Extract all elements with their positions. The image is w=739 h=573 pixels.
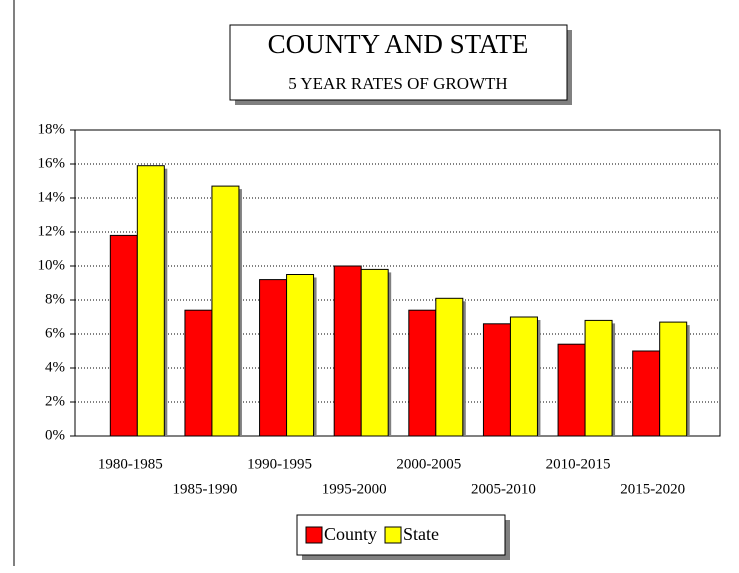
legend-swatch xyxy=(305,526,323,544)
bar xyxy=(286,274,315,437)
x-tick-label: 2010-2015 xyxy=(546,456,611,472)
bar xyxy=(584,319,613,437)
bar xyxy=(435,297,464,437)
x-tick-label: 2015-2020 xyxy=(620,481,685,497)
x-tick-label: 2005-2010 xyxy=(471,481,536,497)
bar xyxy=(509,316,538,437)
y-tick-label: 14% xyxy=(38,189,66,205)
y-tick-label: 12% xyxy=(38,223,66,239)
y-tick-label: 18% xyxy=(38,121,66,137)
bar xyxy=(211,185,240,437)
x-tick-label: 1980-1985 xyxy=(98,456,163,472)
y-tick-label: 2% xyxy=(45,393,65,409)
x-tick-label: 1985-1990 xyxy=(172,481,237,497)
title-box xyxy=(229,24,568,101)
x-tick-label: 2000-2005 xyxy=(396,456,461,472)
plot-area xyxy=(74,129,721,437)
bar xyxy=(136,165,165,437)
bar xyxy=(659,321,688,437)
x-tick-label: 1990-1995 xyxy=(247,456,312,472)
chart-title: COUNTY AND STATE xyxy=(268,29,529,59)
x-tick-label: 1995-2000 xyxy=(322,481,387,497)
y-tick-label: 6% xyxy=(45,325,65,341)
legend-label: State xyxy=(403,524,439,544)
bar xyxy=(333,265,362,437)
y-tick-label: 16% xyxy=(38,155,66,171)
y-tick-label: 0% xyxy=(45,427,65,443)
y-tick-label: 4% xyxy=(45,359,65,375)
y-tick-label: 10% xyxy=(38,257,66,273)
bar xyxy=(259,279,288,437)
bar xyxy=(360,268,389,437)
chart-subtitle: 5 YEAR RATES OF GROWTH xyxy=(288,74,507,93)
bar xyxy=(557,343,586,437)
bar xyxy=(184,309,213,437)
legend-swatch xyxy=(384,526,402,544)
bar xyxy=(109,234,138,437)
legend-label: County xyxy=(324,524,377,544)
y-tick-label: 8% xyxy=(45,291,65,307)
bar xyxy=(482,323,511,437)
bar xyxy=(632,350,661,437)
bar xyxy=(408,309,437,437)
